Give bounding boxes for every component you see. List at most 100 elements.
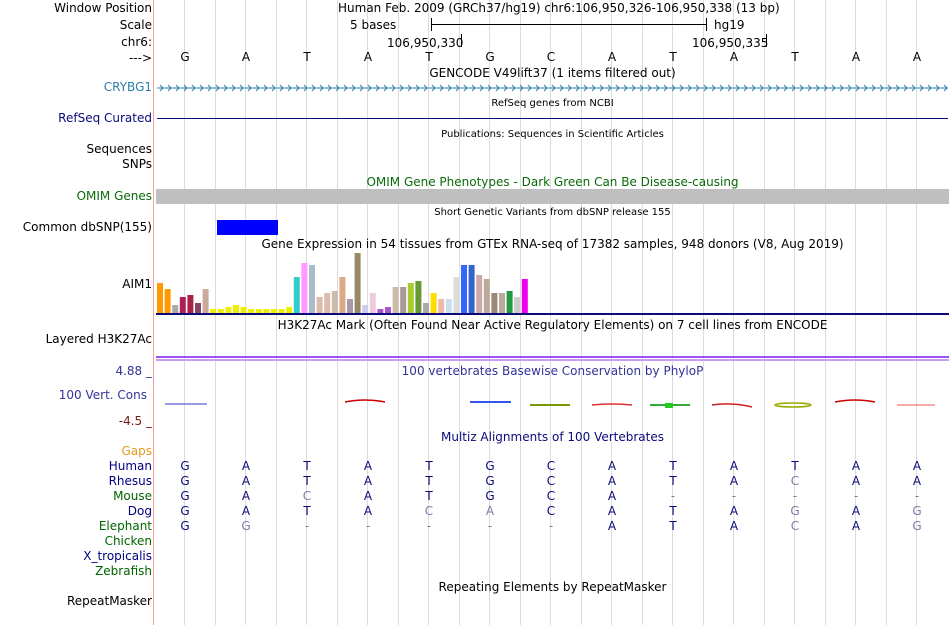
sequences-track-label[interactable]: Sequences <box>86 142 152 156</box>
scale-text: 5 bases <box>350 18 397 32</box>
alignment-base: C <box>790 519 800 533</box>
repeatmasker-track-label[interactable]: RepeatMasker <box>66 594 152 608</box>
alignment-base: A <box>729 459 739 473</box>
species-label[interactable]: Zebrafish <box>95 564 152 578</box>
gtex-tissue-bar <box>369 293 376 313</box>
h3k27ac-signal-bottom <box>156 359 949 361</box>
strand-chevron <box>831 84 836 92</box>
strand-chevron <box>319 84 324 92</box>
strand-chevron <box>391 84 396 92</box>
refseq-track-label[interactable]: RefSeq Curated <box>58 111 152 125</box>
strand-chevron <box>239 84 244 92</box>
h3k27ac-track-title[interactable]: H3K27Ac Mark (Often Found Near Active Re… <box>277 318 828 332</box>
gtex-track-title[interactable]: Gene Expression in 54 tissues from GTEx … <box>261 237 844 251</box>
gtex-tissue-bar <box>514 297 521 313</box>
strand-chevron <box>679 84 684 92</box>
alignment-base: T <box>303 504 311 518</box>
dbsnp-variant-block[interactable] <box>217 220 278 235</box>
gtex-tissue-bar <box>248 309 255 313</box>
species-label[interactable]: Elephant <box>98 519 152 533</box>
gtex-tissue-bar <box>423 303 429 313</box>
alignment-base: A <box>607 459 617 473</box>
multiz-track-title[interactable]: Multiz Alignments of 100 Vertebrates <box>440 430 665 444</box>
h3k27ac-track-label[interactable]: Layered H3K27Ac <box>45 332 152 346</box>
strand-chevron <box>343 84 348 92</box>
dbsnp-track-title[interactable]: Short Genetic Variants from dbSNP releas… <box>434 207 671 218</box>
strand-chevron <box>895 84 900 92</box>
alignment-base: T <box>669 504 677 518</box>
snps-track-label[interactable]: SNPs <box>122 157 152 171</box>
alignment-base: A <box>241 459 251 473</box>
phylop-track-title[interactable]: 100 vertebrates Basewise Conservation by… <box>401 364 704 378</box>
gene-label-crybg1[interactable]: CRYBG1 <box>103 80 152 94</box>
alignment-base: A <box>607 519 617 533</box>
phylop-min-label: -4.5 _ <box>118 414 152 428</box>
gtex-tissue-bar <box>407 283 414 313</box>
alignment-base: T <box>425 459 433 473</box>
gtex-tissue-bar <box>316 297 323 313</box>
strand-chevron <box>775 84 780 92</box>
alignment-base: C <box>546 504 556 518</box>
phylop-max-label: 4.88 _ <box>115 364 152 378</box>
gtex-bar-chart[interactable] <box>156 252 536 313</box>
alignment-base: C <box>546 459 556 473</box>
gtex-tissue-bar <box>301 263 308 313</box>
gtex-tissue-bar <box>324 293 331 313</box>
species-label[interactable]: Human <box>108 459 152 473</box>
strand-chevron <box>871 84 876 92</box>
strand-chevron <box>911 84 916 92</box>
strand-chevron <box>751 84 756 92</box>
gtex-tissue-bar <box>400 287 407 313</box>
gtex-baseline <box>156 313 949 315</box>
strand-chevron <box>359 84 364 92</box>
gtex-tissue-bar <box>255 309 262 313</box>
species-label[interactable]: Rhesus <box>108 474 152 488</box>
gtex-tissue-bar <box>354 253 361 313</box>
strand-chevron <box>743 84 748 92</box>
gtex-gene-label[interactable]: AIM1 <box>122 277 152 291</box>
phylop-track-label[interactable]: 100 Vert. Cons <box>58 388 147 402</box>
scale-label: Scale <box>119 18 152 32</box>
gtex-tissue-bar <box>506 291 513 313</box>
strand-chevron <box>927 84 932 92</box>
strand-chevron <box>463 84 468 92</box>
strand-chevron <box>279 84 284 92</box>
alignment-base: G <box>241 519 251 533</box>
gtex-tissue-bar <box>476 275 483 313</box>
alignment-base: G <box>485 489 495 503</box>
gtex-tissue-bar <box>468 265 475 313</box>
refseq-track-title[interactable]: RefSeq genes from NCBI <box>491 98 614 109</box>
strand-chevron <box>175 84 180 92</box>
strand-chevron <box>591 84 596 92</box>
strand-chevron <box>823 84 828 92</box>
species-label[interactable]: X_tropicalis <box>83 549 152 563</box>
dbsnp-track-label[interactable]: Common dbSNP(155) <box>22 220 152 234</box>
strand-chevron <box>727 84 732 92</box>
species-label[interactable]: Dog <box>127 504 152 518</box>
strand-chevron <box>431 84 436 92</box>
publications-track-title[interactable]: Publications: Sequences in Scientific Ar… <box>441 129 664 140</box>
species-label[interactable]: Chicken <box>104 534 152 548</box>
strand-chevron <box>567 84 572 92</box>
reference-base: T <box>791 50 799 64</box>
gtex-tissue-bar <box>331 291 338 313</box>
alignment-base: - <box>792 489 798 503</box>
strand-chevron <box>943 84 948 92</box>
strand-chevron <box>807 84 812 92</box>
strand-chevron <box>887 84 892 92</box>
alignment-base: A <box>851 504 861 518</box>
species-label[interactable]: Mouse <box>113 489 152 503</box>
omim-track-title[interactable]: OMIM Gene Phenotypes - Dark Green Can Be… <box>366 175 739 189</box>
refseq-gene-line[interactable] <box>157 118 948 119</box>
alignment-base: A <box>729 474 739 488</box>
alignment-base: - <box>731 489 737 503</box>
omim-gene-bar[interactable] <box>156 189 949 204</box>
repeatmasker-track-title[interactable]: Repeating Elements by RepeatMasker <box>438 580 667 594</box>
gencode-track-title[interactable]: GENCODE V49lift37 (1 items filtered out) <box>429 66 676 80</box>
gencode-gene-body[interactable] <box>157 82 948 94</box>
strand-chevron <box>519 84 524 92</box>
phylop-signal[interactable] <box>155 395 950 411</box>
strand-chevron <box>695 84 700 92</box>
omim-track-label[interactable]: OMIM Genes <box>76 189 152 203</box>
alignment-base: A <box>241 489 251 503</box>
